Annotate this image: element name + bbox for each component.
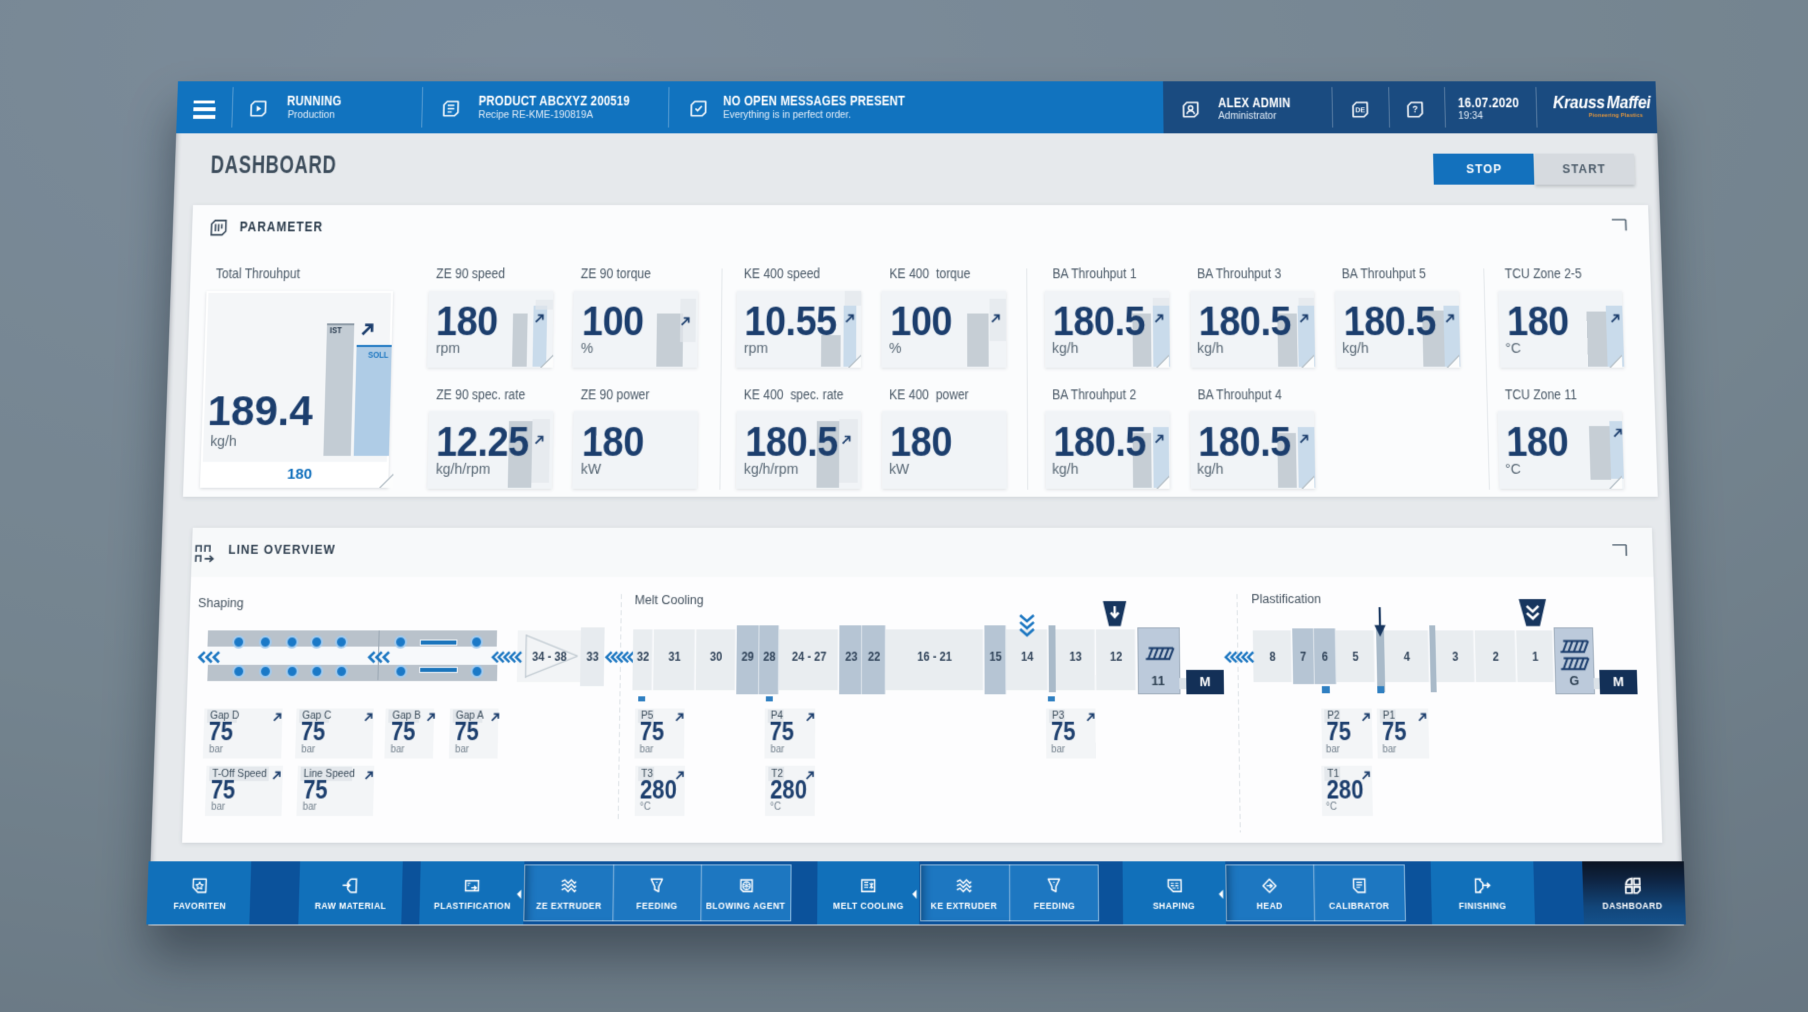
svg-text:?: ? (1412, 105, 1418, 115)
svg-text:DE: DE (1355, 108, 1365, 115)
